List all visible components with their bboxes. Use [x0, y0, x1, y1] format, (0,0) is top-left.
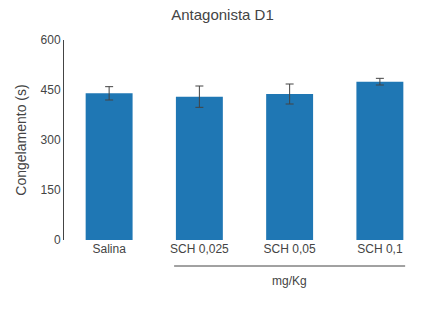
svg-text:SCH 0,1: SCH 0,1 — [357, 242, 403, 256]
svg-text:300: 300 — [41, 133, 61, 147]
svg-text:Congelamento (s): Congelamento (s) — [13, 84, 29, 195]
svg-text:mg/Kg: mg/Kg — [272, 274, 307, 288]
svg-text:Salina: Salina — [92, 242, 126, 256]
svg-text:SCH 0,05: SCH 0,05 — [264, 242, 316, 256]
svg-text:0: 0 — [54, 233, 61, 247]
svg-text:450: 450 — [41, 83, 61, 97]
svg-text:SCH 0,025: SCH 0,025 — [170, 242, 229, 256]
svg-text:150: 150 — [41, 183, 61, 197]
svg-text:600: 600 — [41, 33, 61, 47]
svg-text:Antagonista D1: Antagonista D1 — [171, 6, 274, 23]
